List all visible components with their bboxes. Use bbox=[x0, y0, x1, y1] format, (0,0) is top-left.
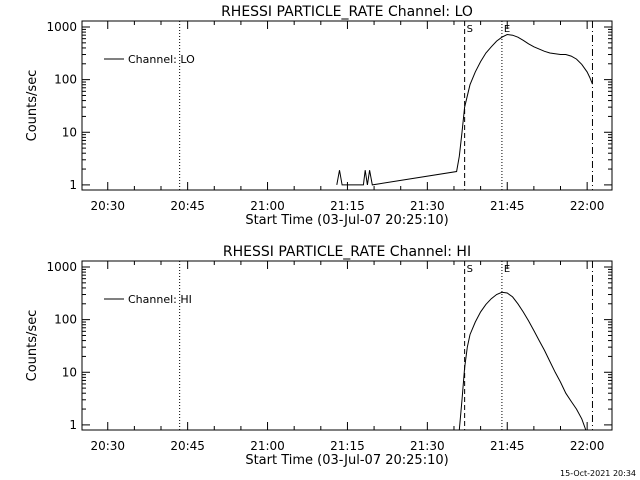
event-marker-label: E bbox=[504, 264, 510, 275]
event-marker-label: S bbox=[467, 264, 473, 275]
x-tick-label: 22:00 bbox=[570, 439, 605, 453]
x-tick-label: 21:15 bbox=[330, 199, 365, 213]
event-marker-label: S bbox=[467, 24, 473, 35]
series-line bbox=[458, 291, 587, 431]
chart-panel-1: RHESSI PARTICLE_RATE Channel: HI 1 10 100 10… bbox=[25, 244, 613, 468]
x-tick-label: 21:30 bbox=[410, 439, 445, 453]
legend-label: Channel: HI bbox=[128, 293, 192, 306]
x-tick-label: 21:45 bbox=[490, 439, 525, 453]
generation-timestamp: 15-Oct-2021 20:34 bbox=[560, 469, 636, 478]
chart-panel-0: RHESSI PARTICLE_RATE Channel: LO 1 10 100 10… bbox=[25, 4, 613, 228]
x-tick-label: 21:45 bbox=[490, 199, 525, 213]
series-line bbox=[336, 33, 593, 186]
x-tick-label: 21:00 bbox=[250, 199, 285, 213]
y-tick-label: 1000 bbox=[46, 20, 77, 34]
plot-frame bbox=[81, 260, 613, 431]
x-tick-label: 21:00 bbox=[250, 439, 285, 453]
x-tick-label: 22:00 bbox=[570, 199, 605, 213]
y-tick-label: 100 bbox=[54, 313, 77, 327]
event-marker-label: E bbox=[504, 24, 510, 35]
x-tick-label: 20:45 bbox=[170, 439, 205, 453]
x-tick-label: 20:30 bbox=[90, 199, 125, 213]
chart-title: RHESSI PARTICLE_RATE Channel: HI bbox=[223, 244, 471, 260]
y-axis-label: Counts/sec bbox=[25, 70, 40, 142]
y-tick-label: 10 bbox=[62, 125, 77, 139]
y-tick-label: 1000 bbox=[46, 260, 77, 274]
x-tick-label: 21:15 bbox=[330, 439, 365, 453]
chart-title: RHESSI PARTICLE_RATE Channel: LO bbox=[221, 4, 473, 20]
x-tick-label: 21:30 bbox=[410, 199, 445, 213]
x-axis-label: Start Time (03-Jul-07 20:25:10) bbox=[245, 453, 448, 468]
y-axis-label: Counts/sec bbox=[25, 310, 40, 382]
y-tick-label: 100 bbox=[54, 73, 77, 87]
x-axis-label: Start Time (03-Jul-07 20:25:10) bbox=[245, 213, 448, 228]
y-tick-label: 10 bbox=[62, 365, 77, 379]
y-tick-label: 1 bbox=[69, 418, 77, 432]
x-tick-label: 20:30 bbox=[90, 439, 125, 453]
x-tick-label: 20:45 bbox=[170, 199, 205, 213]
y-tick-label: 1 bbox=[69, 178, 77, 192]
legend-label: Channel: LO bbox=[128, 53, 195, 66]
